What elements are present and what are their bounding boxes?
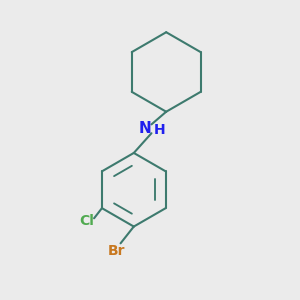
Text: Cl: Cl: [79, 214, 94, 228]
Text: H: H: [154, 123, 166, 137]
Text: Br: Br: [107, 244, 125, 258]
Text: N: N: [139, 121, 152, 136]
